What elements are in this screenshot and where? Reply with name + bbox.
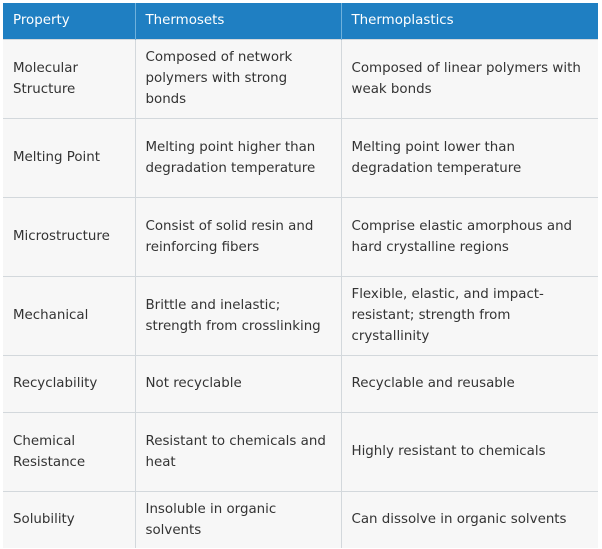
table-header: Property Thermosets Thermoplastics	[3, 3, 598, 39]
table-row: Mechanical Brittle and inelastic; streng…	[3, 275, 598, 355]
thermoplastics-cell: Highly resistant to chemicals	[341, 411, 598, 491]
property-cell: Recyclability	[3, 354, 136, 412]
property-cell: Solubility	[3, 490, 136, 548]
thermoplastics-cell: Composed of linear polymers with weak bo…	[341, 38, 598, 118]
table-body: Molecular Structure Composed of network …	[3, 38, 598, 548]
table-row: Chemical Resistance Resistant to chemica…	[3, 411, 598, 491]
table-row: Melting Point Melting point higher than …	[3, 117, 598, 197]
thermoplastics-cell: Can dissolve in organic solvents	[341, 490, 598, 548]
thermosets-cell: Resistant to chemicals and heat	[135, 411, 342, 491]
header-thermoplastics: Thermoplastics	[341, 3, 598, 39]
table-row: Recyclability Not recyclable Recyclable …	[3, 354, 598, 412]
table-row: Molecular Structure Composed of network …	[3, 38, 598, 118]
header-property: Property	[3, 3, 136, 39]
table-row: Microstructure Consist of solid resin an…	[3, 196, 598, 276]
thermoplastics-cell: Comprise elastic amorphous and hard crys…	[341, 196, 598, 276]
property-cell: Molecular Structure	[3, 38, 136, 118]
property-cell: Mechanical	[3, 275, 136, 355]
header-thermosets: Thermosets	[135, 3, 342, 39]
property-cell: Melting Point	[3, 117, 136, 197]
thermosets-cell: Brittle and inelastic; strength from cro…	[135, 275, 342, 355]
thermosets-cell: Consist of solid resin and reinforcing f…	[135, 196, 342, 276]
header-row: Property Thermosets Thermoplastics	[3, 3, 598, 39]
thermosets-cell: Melting point higher than degradation te…	[135, 117, 342, 197]
thermosets-cell: Insoluble in organic solvents	[135, 490, 342, 548]
thermosets-cell: Not recyclable	[135, 354, 342, 412]
property-cell: Chemical Resistance	[3, 411, 136, 491]
comparison-table-container: Property Thermosets Thermoplastics Molec…	[3, 3, 598, 548]
thermoplastics-cell: Recyclable and reusable	[341, 354, 598, 412]
thermoplastics-cell: Melting point lower than degradation tem…	[341, 117, 598, 197]
thermosets-cell: Composed of network polymers with strong…	[135, 38, 342, 118]
property-cell: Microstructure	[3, 196, 136, 276]
table-row: Solubility Insoluble in organic solvents…	[3, 490, 598, 548]
comparison-table: Property Thermosets Thermoplastics Molec…	[3, 3, 598, 548]
thermoplastics-cell: Flexible, elastic, and impact-resistant;…	[341, 275, 598, 355]
